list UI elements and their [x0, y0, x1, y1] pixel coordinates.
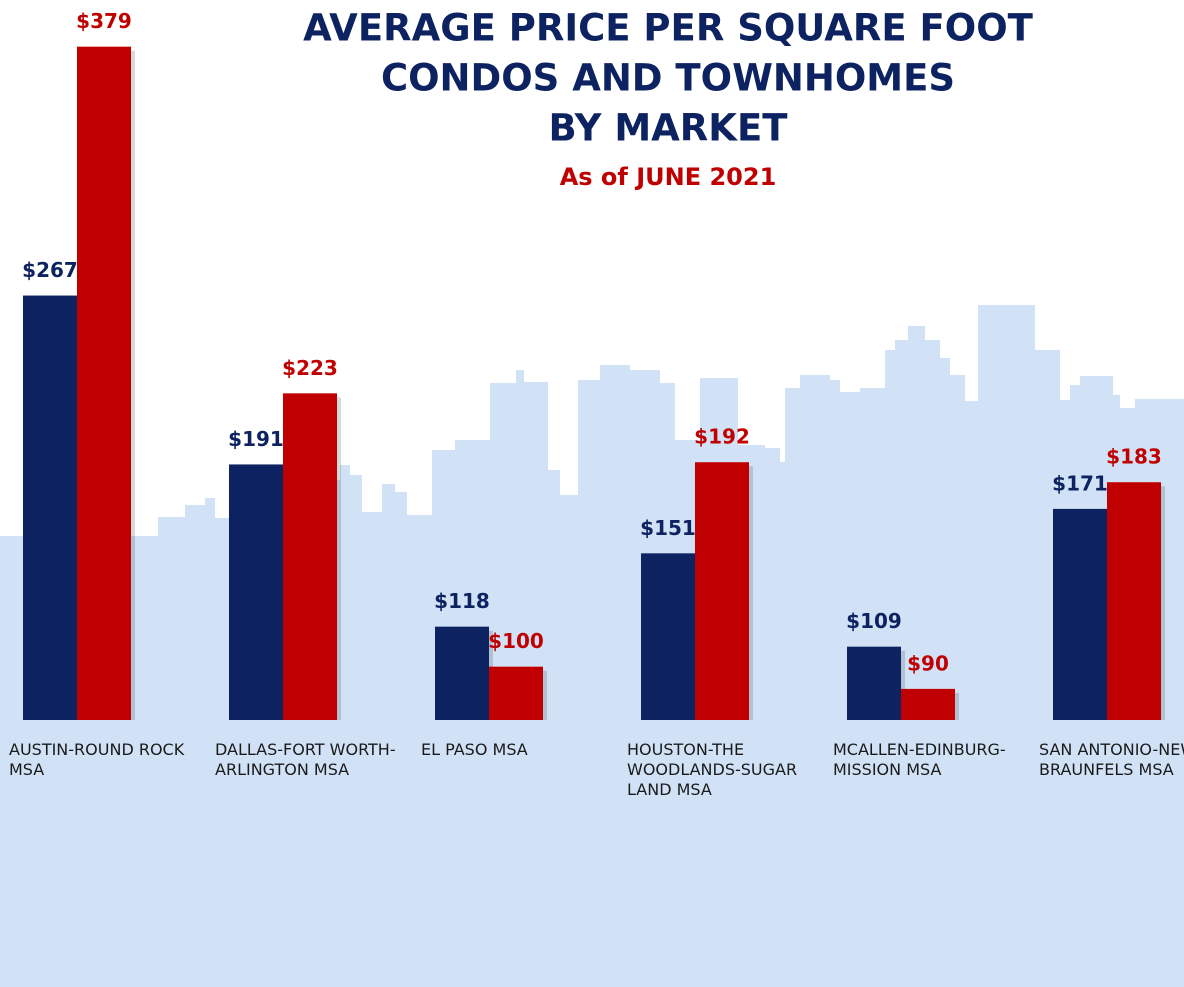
bar-shadow — [543, 670, 547, 720]
value-label: $171 — [1052, 471, 1108, 495]
bar — [435, 626, 489, 720]
bar-shadow — [131, 50, 135, 720]
value-label: $118 — [434, 589, 490, 613]
bar — [695, 462, 749, 720]
value-label: $151 — [640, 516, 696, 540]
bar — [847, 646, 901, 720]
chart-title: BY MARKET — [549, 107, 789, 150]
chart-subtitle: As of JUNE 2021 — [560, 163, 777, 191]
x-tick-label: EL PASO MSA — [421, 740, 528, 759]
chart-title: CONDOS AND TOWNHOMES — [381, 57, 955, 100]
skyline — [0, 305, 1184, 987]
value-label: $223 — [282, 356, 338, 380]
x-tick-label: AUSTIN-ROUND ROCK MSA — [9, 740, 185, 779]
bar-shadow — [901, 650, 905, 720]
bar-shadow — [749, 466, 753, 720]
bar — [283, 393, 337, 720]
value-label: $191 — [228, 427, 284, 451]
x-tick-label: HOUSTON-THE WOODLANDS-SUGAR LAND MSA — [627, 740, 798, 799]
chart-title: AVERAGE PRICE PER SQUARE FOOT — [303, 7, 1034, 50]
x-tick-label: SAN ANTONIO-NEW BRAUNFELS MSA — [1039, 740, 1184, 779]
value-label: $183 — [1106, 445, 1162, 469]
bar-shadow — [1161, 486, 1165, 720]
x-tick-label: MCALLEN-EDINBURG-MISSION MSA — [833, 740, 1006, 779]
bar — [901, 688, 955, 720]
bar — [641, 553, 695, 720]
value-label: $90 — [907, 651, 949, 675]
bar — [1053, 508, 1107, 720]
value-label: $109 — [846, 609, 902, 633]
value-label: $267 — [22, 258, 78, 282]
value-label: $100 — [488, 629, 544, 653]
value-label: $192 — [694, 425, 750, 449]
bar — [23, 295, 77, 720]
value-label: $379 — [76, 9, 132, 33]
bar-shadow — [337, 397, 341, 720]
x-tick-label: DALLAS-FORT WORTH-ARLINGTON MSA — [215, 740, 396, 779]
bar — [1107, 482, 1161, 720]
bar — [229, 464, 283, 720]
bar — [77, 46, 131, 720]
bar — [489, 666, 543, 720]
bar-shadow — [955, 692, 959, 720]
